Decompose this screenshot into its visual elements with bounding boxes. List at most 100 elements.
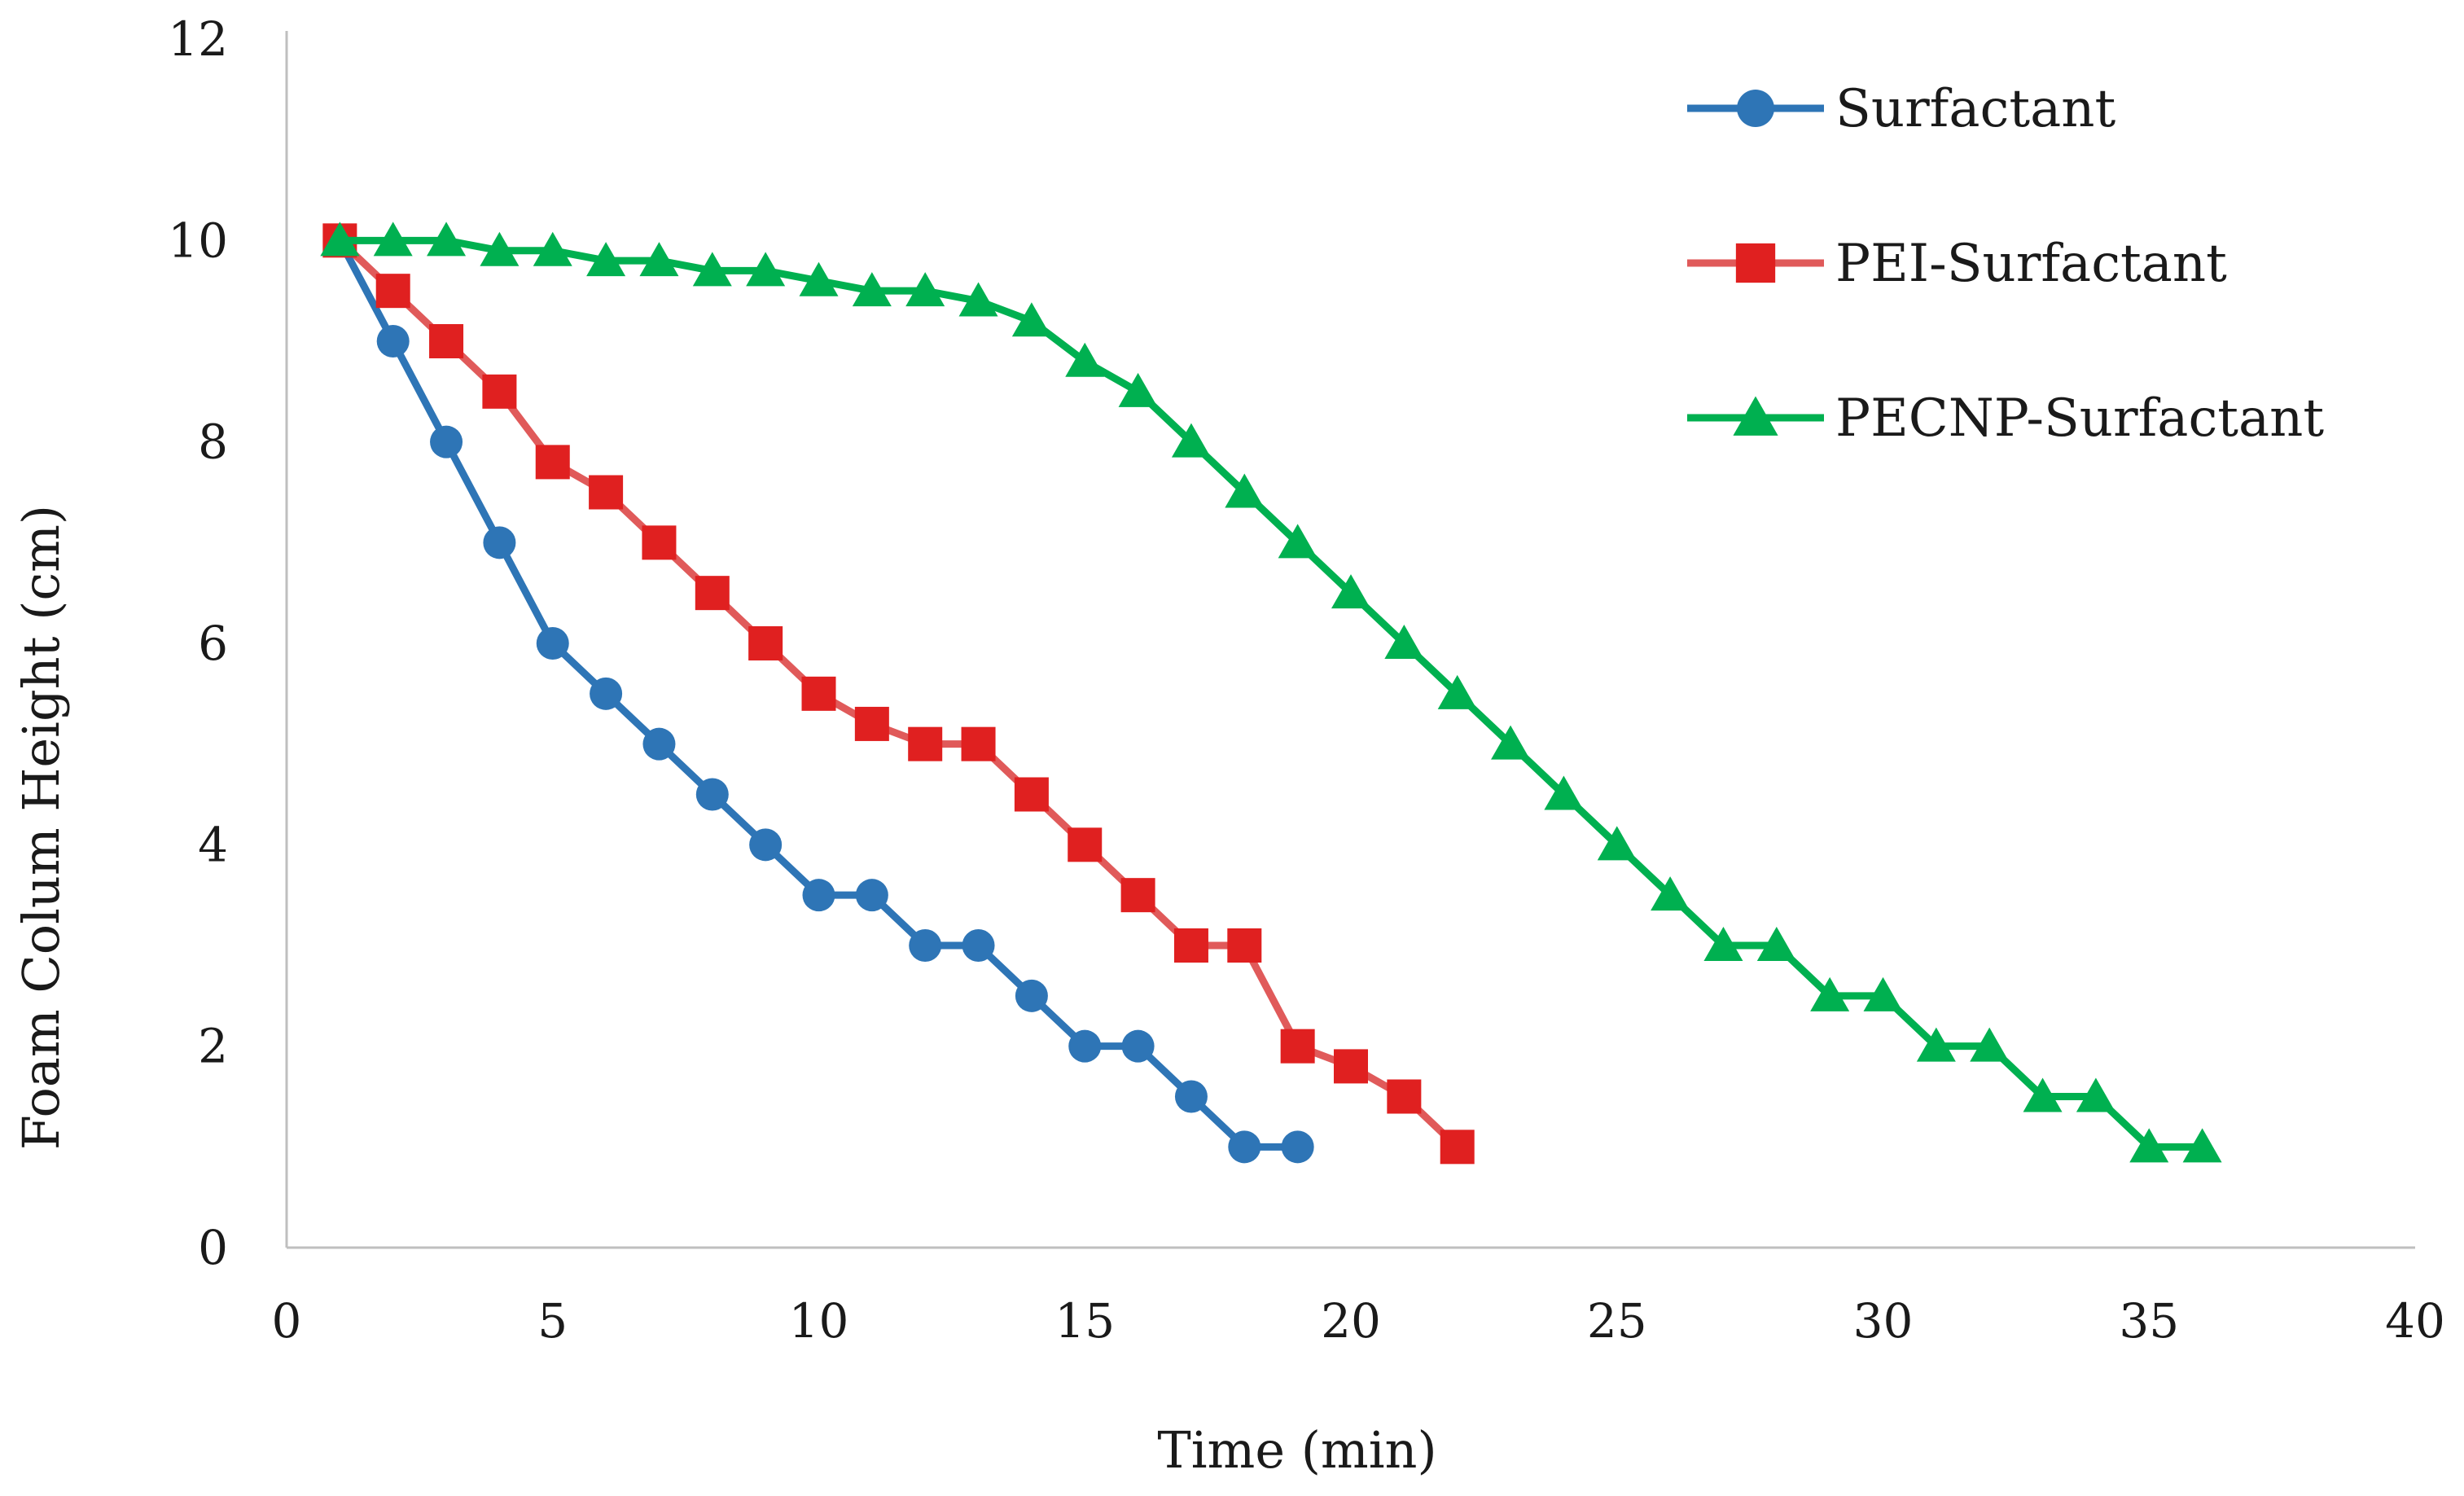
x-axis-title: Time (min) [1157,1420,1436,1480]
data-point [1384,625,1424,659]
data-point [1651,876,1690,911]
data-point [1068,827,1103,862]
data-point [1173,928,1208,963]
data-point [586,242,626,277]
data-point [1068,1029,1102,1063]
data-point [1334,1049,1368,1084]
legend-marker [1735,243,1776,283]
data-point [799,261,839,296]
data-point [695,778,729,811]
data-point [536,627,569,660]
data-point [1597,826,1637,861]
series-pecnp-surfactant [320,222,2222,1163]
series-layer [320,222,2222,1165]
y-tick-label: 6 [198,616,228,671]
data-point [1810,976,1850,1011]
y-axis-title: Foam Colum Height (cm) [11,505,71,1150]
data-point [749,828,783,862]
x-tick-label: 15 [1054,1293,1115,1349]
data-point [1228,1130,1261,1164]
data-point [905,272,945,307]
data-point [802,879,835,912]
legend: Surfactant PEI-Surfactant PECNP-Surfactant [1687,79,2324,449]
data-point [1011,302,1051,337]
x-tick-label: 30 [1853,1293,1914,1349]
legend-marker [1737,90,1774,127]
legend-item: PECNP-Surfactant [1687,388,2324,449]
x-tick-label: 40 [2385,1293,2445,1349]
series-surfactant [323,224,1314,1164]
data-point [483,526,516,559]
data-point [1278,524,1317,559]
data-point [320,222,360,257]
y-tick-label: 2 [198,1019,228,1074]
legend-label: Surfactant [1835,79,2115,139]
data-point [427,222,467,257]
data-point [482,374,517,409]
data-point [692,252,732,287]
data-point [909,929,942,962]
data-point [2129,1128,2169,1163]
data-point [1756,927,1796,961]
y-tick-label: 12 [168,11,228,67]
data-point [429,324,464,358]
x-tick-label: 10 [789,1293,849,1349]
data-point [1227,928,1262,963]
data-point [1225,473,1265,508]
data-point [852,272,892,307]
data-point [1121,1029,1155,1063]
data-point [854,706,889,741]
data-point [695,576,730,611]
data-point [2023,1077,2063,1112]
data-point [1491,725,1531,760]
data-point [1120,878,1155,913]
y-tick-label: 4 [198,817,228,872]
data-point [639,242,679,277]
x-tick-label: 0 [272,1293,302,1349]
data-point [1015,979,1048,1012]
data-point [1863,976,1903,1011]
data-point [1970,1027,2010,1062]
data-point [535,445,570,480]
data-point [1118,372,1158,407]
data-point [1331,574,1370,609]
x-tick-label: 20 [1321,1293,1381,1349]
data-point [958,282,998,317]
data-point [962,929,995,962]
data-point [746,252,786,287]
data-point [1544,775,1584,810]
data-point [855,879,888,912]
data-point [1280,1029,1315,1064]
data-point [376,325,410,358]
x-tick-label: 25 [1587,1293,1647,1349]
data-point [642,525,677,560]
y-tick-label: 8 [198,415,228,470]
data-point [430,425,463,458]
data-point [1437,674,1477,709]
data-point [533,231,572,266]
data-point [1014,777,1049,812]
data-point [908,726,943,761]
data-point [961,726,996,761]
data-point [2076,1077,2115,1112]
data-point [748,626,783,660]
data-point [2182,1128,2222,1163]
legend-marker [1733,396,1778,436]
data-point [1916,1027,1956,1062]
data-point [590,677,623,710]
data-point [1387,1079,1422,1114]
x-tick-label: 35 [2119,1293,2179,1349]
data-point [1065,342,1105,377]
data-point [642,727,676,761]
data-point [373,222,413,257]
y-tick-label: 0 [198,1220,228,1275]
data-point [1171,423,1211,458]
legend-item: Surfactant [1687,79,2115,139]
data-point [1281,1130,1314,1164]
axes: 0 2 4 6 8 10 12 0 5 10 15 20 25 30 35 40 [168,11,2445,1349]
legend-label: PECNP-Surfactant [1835,388,2324,449]
legend-item: PEI-Surfactant [1687,234,2227,294]
data-point [375,274,410,309]
data-point [1440,1130,1475,1165]
